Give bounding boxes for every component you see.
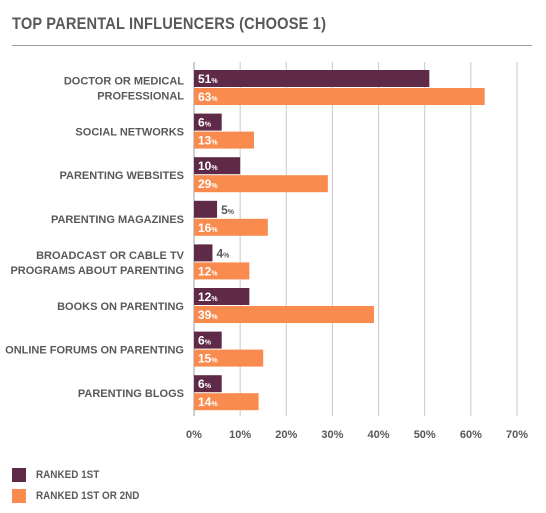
x-tick-label: 30% [321,429,343,441]
category-label: ONLINE FORUMS ON PARENTING [5,345,184,357]
data-label: 29% [198,177,218,191]
data-label: 51% [198,72,218,86]
legend-label-ranked-1st: RANKED 1ST [36,468,100,481]
bar [194,218,268,236]
category-label: DOCTOR OR MEDICAL PROFESSIONAL [64,76,184,103]
data-label: 6% [198,334,212,348]
x-tick-label: 40% [368,429,390,441]
data-label: 63% [198,90,218,104]
bar [194,262,250,280]
data-label: 13% [198,134,218,148]
x-tick-label: 0% [186,429,202,441]
bar [194,70,430,87]
bar [194,244,213,262]
bar [194,375,222,393]
bar [194,175,328,193]
category-label: PARENTING MAGAZINES [51,214,184,226]
data-label: 5% [221,203,235,217]
x-tick-label: 10% [229,429,251,441]
category-label: PARENTING WEBSITES [60,170,184,182]
bar [194,157,241,175]
category-label: BOOKS ON PARENTING [57,301,184,313]
data-label: 12% [198,290,218,304]
bar [194,393,259,411]
data-label: 6% [198,116,212,130]
bar [194,349,264,367]
legend-swatch-ranked-1st-or-2nd [12,488,26,503]
x-tick-label: 50% [414,429,436,441]
x-tick-label: 60% [460,429,482,441]
legend: RANKED 1ST RANKED 1ST OR 2ND [12,466,151,508]
category-label: PARENTING BLOGS [78,388,184,400]
data-label: 4% [216,246,230,260]
data-label: 16% [198,221,218,235]
data-label: 10% [198,159,218,173]
category-label: SOCIAL NETWORKS [75,127,184,139]
legend-label-ranked-1st-or-2nd: RANKED 1ST OR 2ND [36,489,140,502]
title-divider [12,45,532,46]
bar [194,113,222,131]
x-tick-label: 70% [506,429,528,441]
bar [194,200,218,218]
data-label: 39% [198,308,218,322]
data-label: 14% [198,395,218,409]
data-label: 15% [198,352,218,366]
bar [194,131,254,149]
x-tick-label: 20% [275,429,297,441]
bar [194,288,250,305]
legend-swatch-ranked-1st [12,467,26,482]
chart-title: TOP PARENTAL INFLUENCERS (CHOOSE 1) [12,14,327,33]
legend-item-ranked-1st: RANKED 1ST [12,466,151,483]
bar [194,88,485,105]
category-label: BROADCAST OR CABLE TV PROGRAMS ABOUT PARE… [10,250,184,277]
bar [194,331,222,349]
data-label: 6% [198,377,212,391]
data-label: 12% [198,264,218,278]
bar [194,306,374,323]
bar-chart: 0% 10% 20% 30% 40% 50% 60% 70% DOCTOR OR MEDICAL… [5,62,528,441]
legend-item-ranked-1st-or-2nd: RANKED 1ST OR 2ND [12,487,151,504]
